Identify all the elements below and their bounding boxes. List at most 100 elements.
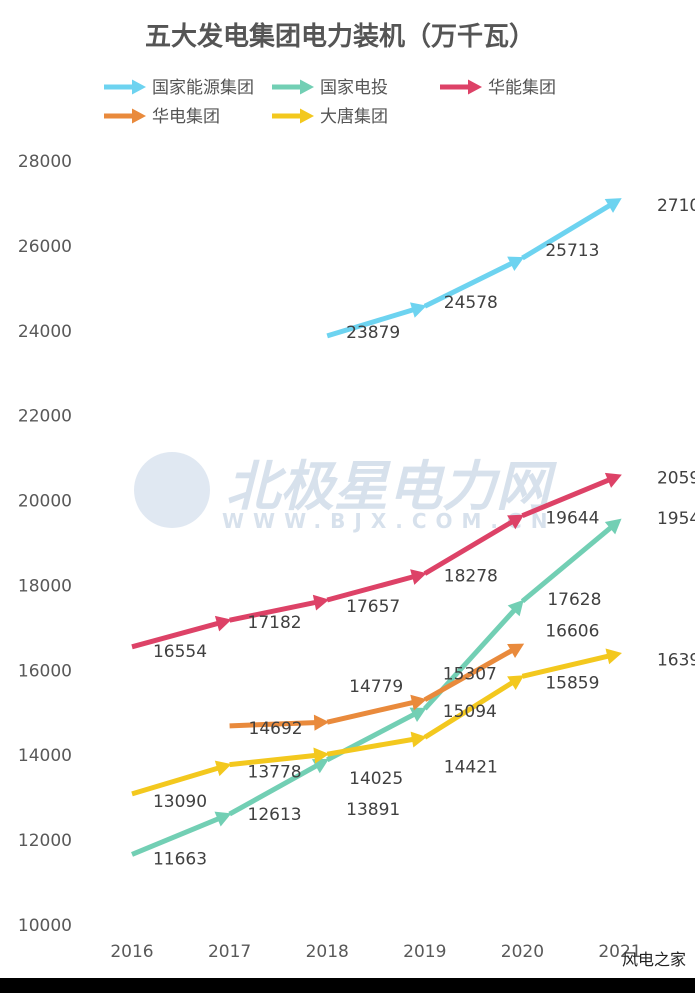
x-tick-label: 2016 <box>110 942 153 962</box>
y-tick-label: 26000 <box>18 237 72 257</box>
series-line <box>326 198 622 339</box>
legend-label: 国家电投 <box>320 78 388 98</box>
data-label: 14692 <box>249 719 303 739</box>
data-label: 17628 <box>547 590 601 610</box>
arrow-head <box>507 599 524 617</box>
line-segment <box>521 476 613 518</box>
data-label: 18278 <box>444 567 498 587</box>
legend-item: 华电集团 <box>104 107 220 127</box>
data-label: 25713 <box>545 241 599 261</box>
data-label: 17182 <box>248 613 302 633</box>
line-segment <box>521 653 612 679</box>
data-label: 27100 <box>657 196 695 216</box>
data-label: 23879 <box>346 323 400 343</box>
arrow-head <box>312 594 330 611</box>
line-segment <box>326 573 417 603</box>
data-label: 14421 <box>444 757 498 777</box>
watermark: 北极星电力网 WWW.BJX.COM.CN <box>134 452 558 533</box>
arrow-head <box>507 514 525 530</box>
series-line <box>229 643 525 731</box>
data-label: 16606 <box>545 622 599 642</box>
legend-arrow-icon <box>300 108 314 124</box>
credit-text: 风电之家 <box>622 950 686 969</box>
data-label: 13090 <box>153 792 207 812</box>
line-segment <box>131 815 223 857</box>
watermark-text: 北极星电力网 <box>226 455 558 518</box>
data-label: 12613 <box>248 805 302 825</box>
arrow-head <box>313 747 330 764</box>
line-segment <box>326 306 417 339</box>
legend-label: 华能集团 <box>488 78 556 98</box>
y-tick-label: 20000 <box>18 492 72 512</box>
line-segment <box>229 599 319 623</box>
arrow-head <box>313 714 330 731</box>
watermark-subtext: WWW.BJX.COM.CN <box>222 509 556 533</box>
legend-arrow-icon <box>132 79 146 95</box>
arrow-head <box>507 256 525 272</box>
y-tick-label: 12000 <box>18 831 72 851</box>
y-tick-label: 24000 <box>18 322 72 342</box>
series-lines <box>131 198 622 857</box>
y-tick-label: 10000 <box>18 916 72 936</box>
data-label: 15094 <box>443 702 497 722</box>
line-segment <box>423 518 516 576</box>
arrow-head <box>604 472 622 488</box>
arrow-head <box>214 760 232 777</box>
line-segment <box>423 259 516 309</box>
x-tick-label: 2019 <box>403 942 446 962</box>
series-line <box>131 472 622 650</box>
arrow-head <box>507 675 525 691</box>
legend-arrow-icon <box>300 79 314 95</box>
legend-item: 大唐集团 <box>272 106 388 127</box>
data-label: 14779 <box>349 677 403 697</box>
legend-arrow-icon <box>468 79 482 95</box>
data-label: 24578 <box>444 293 498 313</box>
data-label: 19644 <box>545 509 599 529</box>
arrow-head <box>507 643 525 659</box>
line-segment <box>229 752 319 768</box>
data-label: 13891 <box>346 800 400 820</box>
legend-item: 华能集团 <box>440 78 556 98</box>
line-segment <box>326 699 417 725</box>
watermark-logo-icon <box>134 452 210 528</box>
data-label: 14025 <box>349 769 403 789</box>
y-axis: 10000 12000 14000 16000 18000 20000 22000 24000… <box>18 152 72 936</box>
data-label: 20592 <box>657 468 695 488</box>
legend-label: 华电集团 <box>152 107 220 127</box>
arrow-head <box>410 694 427 711</box>
arrow-head <box>604 518 622 535</box>
legend-item: 国家能源集团 <box>104 78 254 98</box>
arrow-head <box>409 707 427 722</box>
y-tick-label: 16000 <box>18 661 72 681</box>
data-label: 16554 <box>153 642 207 662</box>
arrow-head <box>214 811 232 827</box>
legend-item: 国家电投 <box>272 78 388 98</box>
data-label: 16398 <box>657 650 695 670</box>
arrow-head <box>410 569 427 585</box>
line-segment <box>326 736 417 757</box>
x-axis: 2016 2017 2018 2019 2020 2021 <box>110 942 641 962</box>
line-segment <box>423 646 516 702</box>
y-tick-label: 14000 <box>18 746 72 766</box>
data-labels: 23879 24578 25713 27100 11663 12613 13891 15094… <box>153 196 695 869</box>
line-segment <box>131 620 222 650</box>
data-label: 15307 <box>443 665 497 685</box>
chart-title: 五大发电集团电力装机（万千瓦） <box>145 21 535 52</box>
data-label: 11663 <box>153 849 207 869</box>
arrow-head <box>605 648 622 665</box>
arrow-head <box>214 615 232 632</box>
line-segment <box>131 764 222 797</box>
legend-label: 国家能源集团 <box>152 78 254 98</box>
x-tick-label: 2020 <box>501 942 544 962</box>
series-line <box>131 648 622 797</box>
legend-arrow-icon <box>132 108 146 124</box>
x-tick-label: 2017 <box>208 942 251 962</box>
arrow-head <box>410 302 427 318</box>
arrow-head <box>604 198 622 213</box>
line-segment <box>521 201 614 261</box>
arrow-head <box>410 731 427 748</box>
x-tick-label: 2018 <box>306 942 349 962</box>
legend-label: 大唐集团 <box>320 106 388 127</box>
